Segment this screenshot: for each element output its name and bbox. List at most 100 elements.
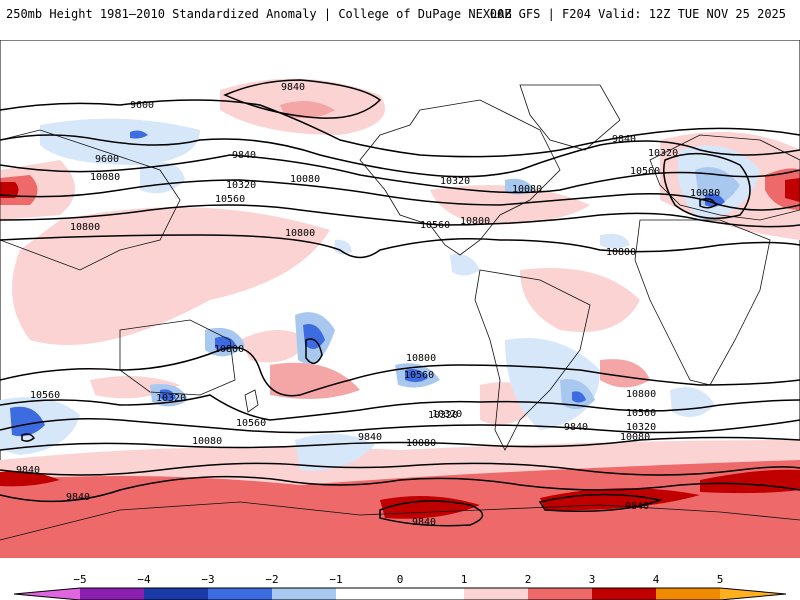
colorbar-swatch-pos3 xyxy=(592,588,656,600)
contour-label: 10560 xyxy=(420,220,450,231)
colorbar-outline xyxy=(13,587,787,600)
anomaly-blob xyxy=(280,101,335,118)
contour-label: 10080 xyxy=(290,174,320,185)
contour-label: 10560 xyxy=(626,408,656,419)
colorbar-swatch-neg4 xyxy=(80,588,144,600)
anomaly-blob xyxy=(540,488,700,511)
contour-label: 10800 xyxy=(406,353,436,364)
height-contours xyxy=(0,79,800,527)
colorbar-swatch-pos4 xyxy=(656,588,720,600)
contour-label: 9840 xyxy=(232,150,256,161)
anomaly-blob xyxy=(700,469,800,494)
anomaly-blob xyxy=(10,406,45,437)
anomaly-blob xyxy=(0,471,60,487)
contour-line xyxy=(663,152,751,220)
anomaly-blob xyxy=(405,369,428,383)
anomaly-blob xyxy=(785,178,800,202)
coastline-antarctica xyxy=(0,501,800,541)
colorbar-swatches xyxy=(13,587,787,600)
contour-label: 10800 xyxy=(214,344,244,355)
contour-label: 10320 xyxy=(648,148,678,159)
coastline-australia xyxy=(119,319,236,396)
contour-label: 10320 xyxy=(156,393,186,404)
coastline-asia-east xyxy=(0,129,181,271)
contour-label: 10320 xyxy=(226,180,256,191)
contour-label: 9840 xyxy=(564,422,588,433)
contour-line xyxy=(538,493,663,512)
colorbar-swatch-neg5 xyxy=(14,588,80,600)
contour-label: 10560 xyxy=(215,194,245,205)
positive-anomaly-shading xyxy=(0,78,800,558)
contour-label: 10320 xyxy=(440,176,470,187)
contour-line xyxy=(0,204,800,228)
coastline-south-america xyxy=(474,269,591,451)
colorbar-swatch-pos1 xyxy=(464,588,528,600)
contour-label: 10320 xyxy=(432,409,462,420)
anomaly-blob xyxy=(430,185,590,225)
anomaly-blob xyxy=(572,391,586,403)
contour-label: 10560 xyxy=(30,390,60,401)
contour-label: 10080 xyxy=(90,172,120,183)
contour-line xyxy=(0,346,800,397)
contour-label: 10800 xyxy=(606,247,636,258)
contour-label: 10800 xyxy=(626,389,656,400)
contour-label: 10800 xyxy=(70,222,100,233)
colorbar-swatch-pos5 xyxy=(720,588,786,600)
contour-line xyxy=(0,179,800,211)
contour-label: 10080 xyxy=(690,188,720,199)
contour-label: 9600 xyxy=(130,100,154,111)
contour-label: 10080 xyxy=(192,436,222,447)
colorbar-swatch-pos2 xyxy=(528,588,592,600)
anomaly-blob xyxy=(600,233,630,249)
contour-line xyxy=(21,433,35,442)
colorbar-swatch-neg3 xyxy=(144,588,208,600)
contour-line xyxy=(0,436,800,451)
anomaly-blob xyxy=(130,130,148,139)
contour-label: 10080 xyxy=(406,438,436,449)
contour-line xyxy=(0,418,800,434)
colorbar-ticks: −5 −4 −3 −2 −1 0 1 2 3 4 5 xyxy=(73,573,723,586)
contour-label: 9840 xyxy=(412,517,436,528)
contour-line xyxy=(379,500,484,527)
contour-label: 10560 xyxy=(236,418,266,429)
anomaly-blob xyxy=(334,239,352,255)
contour-label: 9840 xyxy=(612,134,636,145)
colorbar-tick: −3 xyxy=(201,573,214,586)
contour-label: 10320 xyxy=(428,410,458,421)
anomaly-blob xyxy=(303,324,325,349)
anomaly-blob xyxy=(705,193,725,207)
anomaly-blob xyxy=(600,359,650,388)
colorbar-tick: 3 xyxy=(589,573,596,586)
colorbar: −5 −4 −3 −2 −1 0 1 2 3 4 5 xyxy=(13,573,787,600)
colorbar-tick: −2 xyxy=(265,573,278,586)
contour-label: 10080 xyxy=(512,184,542,195)
anomaly-blob xyxy=(160,389,176,401)
coastline-greenland xyxy=(519,84,621,151)
map-title: 250mb Height 1981–2010 Standardized Anom… xyxy=(6,7,512,21)
colorbar-tick: −4 xyxy=(137,573,151,586)
contour-label: 9840 xyxy=(281,82,305,93)
colorbar-tick: 2 xyxy=(525,573,532,586)
run-info: 00Z GFS | F204 Valid: 12Z TUE NOV 25 202… xyxy=(489,7,786,21)
anomaly-blob xyxy=(270,362,360,399)
contour-label: 9840 xyxy=(625,501,649,512)
contour-label: 10560 xyxy=(404,370,434,381)
map-panel: 9840 9600 9600 9840 10080 10080 10320 10… xyxy=(0,40,800,558)
contour-label: 10080 xyxy=(620,432,650,443)
contour-line xyxy=(0,99,800,158)
colorbar-tick: 0 xyxy=(397,573,404,586)
contour-label: 9600 xyxy=(95,154,119,165)
contour-label: 9840 xyxy=(358,432,382,443)
header: 250mb Height 1981–2010 Standardized Anom… xyxy=(0,0,800,40)
contour-label: 9840 xyxy=(66,492,90,503)
anomaly-blob xyxy=(505,178,535,195)
colorbar-tick: −1 xyxy=(329,573,342,586)
colorbar-tick: 1 xyxy=(461,573,468,586)
colorbar-swatch-neg0 xyxy=(336,588,400,600)
colorbar-swatch-neg2 xyxy=(208,588,272,600)
contour-labels: 9840 9600 9600 9840 10080 10080 10320 10… xyxy=(16,82,720,528)
contour-label: 10320 xyxy=(626,422,656,433)
contour-line xyxy=(0,154,800,194)
contour-line xyxy=(0,134,800,178)
contour-line xyxy=(0,394,800,421)
